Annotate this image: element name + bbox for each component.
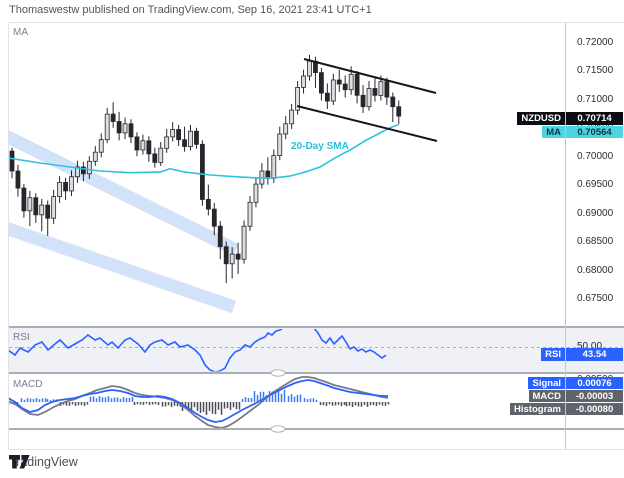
macd-axis-clipped-label: 0.00500 <box>577 374 613 378</box>
ma-badge: MA <box>542 126 565 138</box>
macd-value-badge: -0.00003 <box>566 390 623 402</box>
last-price-badge: 0.70714 <box>566 112 623 125</box>
sma-annotation-label: 20-Day SMA <box>291 141 349 152</box>
price-tick: 0.72000 <box>577 37 614 48</box>
ma-value-badge: 0.70564 <box>566 126 623 138</box>
price-tick: 0.67500 <box>577 293 614 304</box>
price-tick: 0.68000 <box>577 265 614 276</box>
rsi-badge: RSI <box>541 348 565 361</box>
histogram-value-badge: -0.00080 <box>566 403 623 415</box>
price-tick: 0.71500 <box>577 65 614 76</box>
published-header: Thomaswestw published on TradingView.com… <box>9 4 372 16</box>
rsi-value-badge: 43.54 <box>566 348 623 361</box>
signal-badge: Signal <box>528 377 565 389</box>
tradingview-attribution[interactable]: TradingView <box>9 455 78 469</box>
price-tick: 0.70000 <box>577 151 614 162</box>
main-pane-title: MA <box>13 27 28 38</box>
symbol-badge: NZDUSD <box>517 112 565 125</box>
signal-value-badge: 0.00076 <box>566 377 623 389</box>
histogram-badge: Histogram <box>510 403 565 415</box>
pane-resize-handle[interactable] <box>270 369 286 377</box>
macd-pane-title: MACD <box>13 379 43 390</box>
pane-resize-handle[interactable] <box>270 425 286 433</box>
tradingview-logo-icon <box>9 455 30 469</box>
price-tick: 0.69000 <box>577 208 614 219</box>
rsi-mid-level-label: 50.00 <box>577 341 603 352</box>
price-tick: 0.71000 <box>577 94 614 105</box>
macd-badge: MACD <box>528 390 565 402</box>
time-axis[interactable]: 21Aug16Sep1322Oct18 <box>0 428 624 450</box>
rsi-pane-title: RSI <box>13 332 30 343</box>
price-tick: 0.68500 <box>577 236 614 247</box>
price-tick: 0.69500 <box>577 179 614 190</box>
